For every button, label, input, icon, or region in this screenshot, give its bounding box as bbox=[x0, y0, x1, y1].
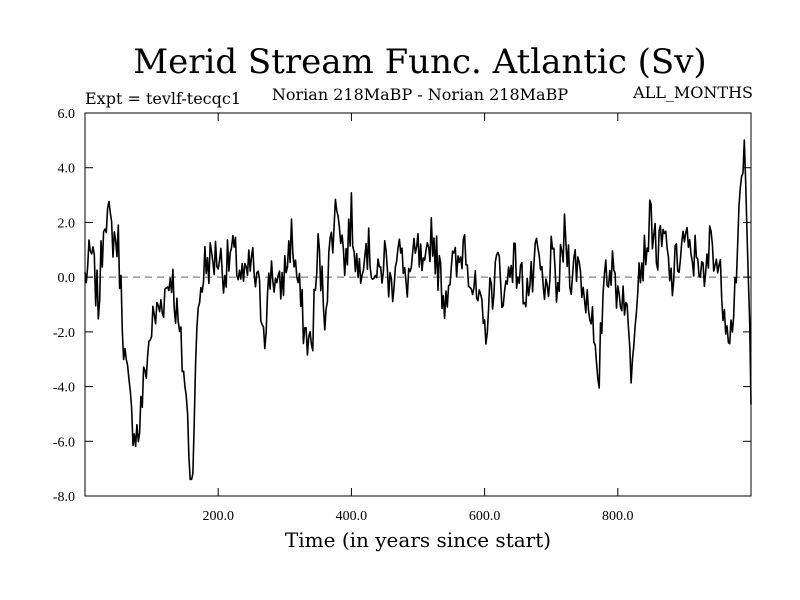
y-tick-label: -4.0 bbox=[53, 381, 75, 396]
y-tick-label: 0.0 bbox=[58, 271, 76, 286]
subtitle-period: Norian 218MaBP - Norian 218MaBP bbox=[272, 85, 568, 104]
plot-frame bbox=[84, 112, 752, 497]
y-tick-label: 4.0 bbox=[58, 162, 76, 177]
y-tick-label: -6.0 bbox=[53, 435, 75, 450]
y-tick-label: 2.0 bbox=[58, 216, 76, 231]
y-tick-label: 6.0 bbox=[58, 107, 76, 122]
x-axis: 200.0 400.0 600.0 800.0 bbox=[202, 113, 634, 524]
x-tick-label: 800.0 bbox=[602, 509, 634, 524]
y-tick-label: -8.0 bbox=[53, 490, 75, 505]
x-tick-label: 600.0 bbox=[469, 509, 501, 524]
y-axis: 6.0 4.0 2.0 0.0 -2.0 -4.0 -6.0 -8.0 bbox=[53, 107, 751, 505]
x-tick-label: 400.0 bbox=[336, 509, 368, 524]
subtitle-experiment: Expt = tevlf-tecqc1 bbox=[85, 89, 241, 108]
series-line bbox=[84, 139, 752, 481]
subtitle-months: ALL_MONTHS bbox=[632, 83, 753, 102]
x-tick-label: 200.0 bbox=[202, 509, 234, 524]
x-axis-title: Time (in years since start) bbox=[285, 528, 551, 552]
chart-title: Merid Stream Func. Atlantic (Sv) bbox=[133, 42, 706, 82]
y-tick-label: -2.0 bbox=[53, 326, 75, 341]
